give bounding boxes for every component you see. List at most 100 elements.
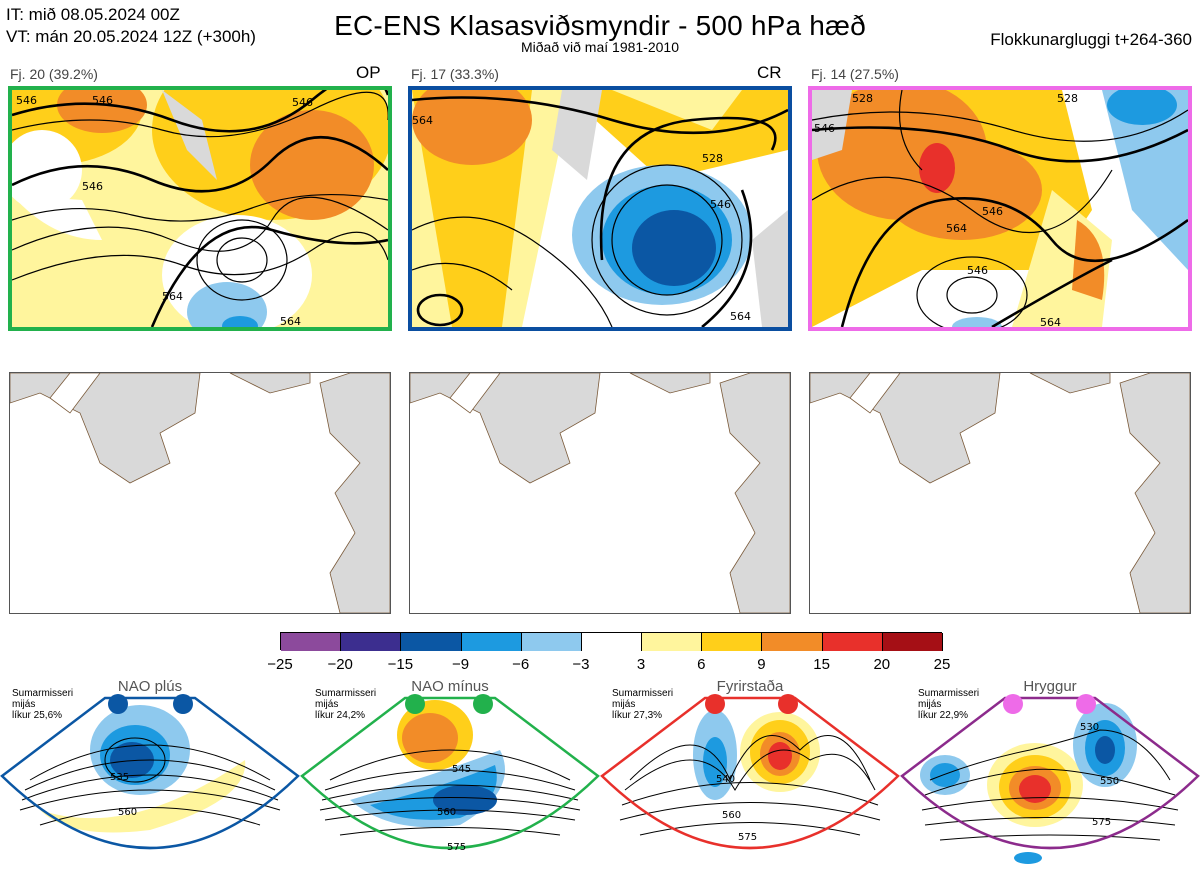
colorbar-tick-label: 20 (873, 656, 891, 673)
regime-ridge: Sumarmisseri mijás líkur 22,9% Hryggur (900, 676, 1200, 871)
season-label: Sumarmisseri (315, 688, 377, 699)
contour-label: 546 (710, 198, 731, 211)
season-label: Sumarmisseri (612, 688, 674, 699)
smoothing-label: mijás (315, 699, 339, 710)
regime-map-nao-minus: 545 560 575 (300, 694, 600, 853)
regime-meta: Sumarmisseri mijás líkur 25,6% (12, 688, 73, 721)
empty-cluster-map-6 (809, 372, 1191, 614)
contour-label: 540 (716, 774, 735, 785)
contour-label: 564 (162, 290, 183, 303)
coastline-map-4 (10, 373, 390, 613)
cluster-tag-1: OP (356, 63, 381, 82)
contour-label: 546 (82, 180, 103, 193)
cluster-tag-2: CR (757, 63, 782, 82)
contour-label: 560 (722, 810, 741, 821)
contour-label: 530 (1080, 722, 1099, 733)
contour-label: 528 (702, 152, 723, 165)
contour-label: 564 (730, 310, 751, 323)
colorbar-segment (702, 633, 763, 651)
smoothing-label: mijás (612, 699, 636, 710)
regime-map-ridge: 530 550 575 (900, 694, 1200, 864)
colorbar-tick-label: −3 (572, 656, 590, 673)
smoothing-label: mijás (12, 699, 36, 710)
contour-label: 535 (110, 772, 129, 783)
regime-map-blocking: 540 560 575 (600, 694, 900, 850)
probability-label: líkur 27,3% (612, 710, 663, 721)
colorbar-tick-label: 25 (933, 656, 951, 673)
contour-label: 564 (946, 222, 967, 235)
cluster-map-2: 564 528 546 564 (408, 86, 792, 331)
contour-label: 528 (1057, 92, 1078, 105)
colorbar-segment (642, 633, 703, 651)
initial-time: IT: mið 08.05.2024 00Z (6, 5, 180, 24)
cluster-label-3: Fj. 14 (27.5%) (811, 66, 899, 82)
regime-nao-plus: Sumarmisseri mijás líkur 25,6% NAO plús (0, 676, 300, 871)
contour-label: 560 (118, 807, 137, 818)
regime-meta: Sumarmisseri mijás líkur 22,9% (918, 688, 979, 721)
regime-nao-minus: Sumarmisseri mijás líkur 24,2% NAO mínus (300, 676, 600, 871)
colorbar-segment (581, 633, 643, 651)
colorbar-segment (281, 633, 342, 651)
coastline-map-5 (410, 373, 790, 613)
contour-label: 575 (738, 832, 757, 843)
colorbar: −25 −20 −15 −9 −6 −3 3 6 9 15 20 25 (267, 632, 950, 678)
header-info: IT: mið 08.05.2024 00Z VT: mán 20.05.202… (6, 4, 256, 48)
contour-label: 546 (16, 94, 37, 107)
cluster-map-3-graphic: 528 546 528 564 546 546 564 (812, 90, 1188, 327)
coastline-map-6 (810, 373, 1190, 613)
colorbar-tick-label: −6 (512, 656, 530, 673)
contour-label: 528 (852, 92, 873, 105)
regime-map-nao-plus: 535 560 (0, 694, 300, 850)
regime-blocking: Sumarmisseri mijás líkur 27,3% Fyrirstað… (600, 676, 900, 871)
probability-label: líkur 22,9% (918, 710, 969, 721)
colorbar-tick-label: 9 (757, 656, 766, 673)
colorbar-segment (521, 633, 582, 651)
contour-label: 546 (967, 264, 988, 277)
empty-cluster-map-5 (409, 372, 791, 614)
cluster-map-1-graphic: 546 546 546 546 564 564 (12, 90, 388, 327)
contour-label: 564 (280, 315, 301, 327)
empty-cluster-map-4 (9, 372, 391, 614)
colorbar-tick-label: −20 (327, 656, 353, 673)
regime-name: NAO mínus (411, 678, 489, 695)
colorbar-segment (822, 633, 883, 651)
page-title: EC-ENS Klasasviðsmyndir - 500 hPa hæð (334, 10, 866, 41)
regime-row: Sumarmisseri mijás líkur 25,6% NAO plús (0, 676, 1200, 871)
contour-label: 550 (1100, 776, 1119, 787)
colorbar-tick-label: 3 (636, 656, 646, 673)
colorbar-tick-label: −15 (387, 656, 414, 673)
page-subtitle: Miðað við maí 1981-2010 (521, 39, 679, 55)
colorbar-segment (461, 633, 522, 651)
colorbar-segment (762, 633, 823, 651)
season-label: Sumarmisseri (918, 688, 980, 699)
cluster-map-1: 546 546 546 546 564 564 (8, 86, 392, 331)
smoothing-label: mijás (918, 699, 942, 710)
contour-label: 575 (1092, 817, 1111, 828)
regime-meta: Sumarmisseri mijás líkur 27,3% (612, 688, 673, 721)
cluster-map-2-graphic: 564 528 546 564 (412, 90, 788, 327)
contour-label: 546 (292, 96, 313, 109)
valid-time: VT: mán 20.05.2024 12Z (+300h) (6, 27, 256, 46)
regime-name: Hryggur (1023, 678, 1077, 695)
colorbar-strip (280, 632, 943, 651)
contour-label: 546 (92, 94, 113, 107)
cluster-label-2: Fj. 17 (33.3%) (411, 66, 499, 82)
contour-label: 564 (412, 114, 433, 127)
colorbar-tick-label: −25 (267, 656, 293, 673)
colorbar-tick-label: 15 (813, 656, 830, 673)
colorbar-segment (401, 633, 462, 651)
contour-label: 546 (982, 205, 1003, 218)
season-label: Sumarmisseri (12, 688, 74, 699)
contour-label: 564 (1040, 316, 1061, 327)
colorbar-tick-label: −9 (451, 656, 470, 673)
colorbar-segment (882, 633, 943, 651)
colorbar-tick-label: 6 (697, 656, 706, 673)
contour-label: 546 (814, 122, 835, 135)
regime-name: NAO plús (117, 678, 183, 695)
contour-label: 545 (452, 764, 471, 775)
regime-name: Fyrirstaða (716, 678, 784, 695)
regime-meta: Sumarmisseri mijás líkur 24,2% (315, 688, 376, 721)
cluster-label-1: Fj. 20 (39.2%) (10, 66, 98, 82)
contour-label: 575 (447, 842, 466, 853)
contour-label: 560 (437, 807, 456, 818)
